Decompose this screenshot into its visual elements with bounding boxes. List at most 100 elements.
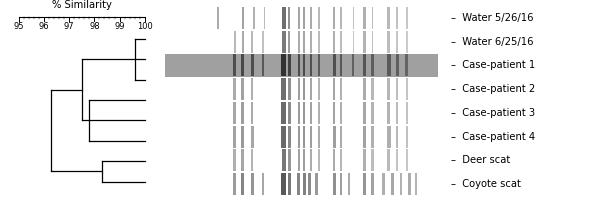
Bar xyxy=(333,7,335,29)
Bar xyxy=(217,7,219,29)
Bar xyxy=(303,78,305,100)
Bar xyxy=(310,126,312,147)
Bar xyxy=(400,173,403,195)
Bar xyxy=(363,55,366,76)
Bar xyxy=(316,173,317,195)
Bar xyxy=(319,102,320,124)
Text: –  Case-patient 1: – Case-patient 1 xyxy=(451,60,535,70)
Bar xyxy=(353,7,354,29)
Bar xyxy=(251,31,253,53)
Bar xyxy=(387,78,391,100)
Bar xyxy=(406,7,407,29)
Bar xyxy=(288,149,290,171)
Bar xyxy=(281,55,286,76)
Bar xyxy=(303,173,305,195)
Text: 98: 98 xyxy=(89,22,100,32)
Bar xyxy=(348,173,350,195)
Bar xyxy=(241,102,244,124)
Bar xyxy=(406,149,407,171)
Bar xyxy=(251,173,254,195)
Bar xyxy=(408,173,411,195)
Bar xyxy=(233,126,236,147)
Bar xyxy=(363,126,366,147)
Bar xyxy=(387,7,391,29)
Bar xyxy=(298,7,300,29)
Bar xyxy=(288,55,291,76)
Bar xyxy=(333,31,335,53)
Bar xyxy=(242,31,244,53)
Bar xyxy=(363,31,365,53)
Bar xyxy=(310,149,312,171)
Bar xyxy=(319,31,320,53)
Bar xyxy=(319,7,320,29)
Bar xyxy=(340,7,342,29)
Bar xyxy=(281,149,286,171)
Bar xyxy=(340,31,342,53)
Text: –  Deer scat: – Deer scat xyxy=(451,155,510,165)
Bar xyxy=(371,102,374,124)
Bar xyxy=(288,31,290,53)
Bar xyxy=(298,173,300,195)
Text: 95: 95 xyxy=(13,22,24,32)
Bar xyxy=(333,102,335,124)
Bar xyxy=(371,173,374,195)
Text: –  Case-patient 2: – Case-patient 2 xyxy=(451,84,535,94)
Bar xyxy=(363,149,365,171)
Text: % Similarity: % Similarity xyxy=(52,0,112,10)
Text: 97: 97 xyxy=(64,22,74,32)
Bar xyxy=(281,78,286,100)
Bar xyxy=(251,55,254,76)
Bar xyxy=(303,7,305,29)
Bar xyxy=(287,173,291,195)
Bar xyxy=(298,149,300,171)
Bar xyxy=(233,78,236,100)
Bar xyxy=(396,78,398,100)
Bar xyxy=(387,102,391,124)
Bar xyxy=(241,78,244,100)
Bar xyxy=(288,102,290,124)
Bar xyxy=(371,55,374,76)
Bar xyxy=(387,149,391,171)
Bar xyxy=(298,126,300,147)
Bar xyxy=(371,78,374,100)
Text: –  Coyote scat: – Coyote scat xyxy=(451,179,521,189)
Bar xyxy=(396,149,398,171)
Bar xyxy=(406,31,407,53)
Bar xyxy=(396,7,398,29)
Bar xyxy=(251,102,253,124)
Bar xyxy=(406,78,407,100)
Bar xyxy=(406,126,407,147)
Bar xyxy=(288,78,290,100)
Bar xyxy=(310,55,312,76)
Bar xyxy=(319,78,320,100)
Bar xyxy=(303,149,305,171)
Bar xyxy=(353,31,354,53)
Text: –  Case-patient 3: – Case-patient 3 xyxy=(451,108,535,118)
Bar xyxy=(333,78,335,100)
Bar xyxy=(333,126,335,147)
Bar xyxy=(251,126,254,147)
Bar xyxy=(281,173,286,195)
Bar xyxy=(281,102,286,124)
Text: 99: 99 xyxy=(115,22,125,32)
Bar xyxy=(340,149,342,171)
Bar xyxy=(363,102,365,124)
Bar xyxy=(371,126,374,147)
Bar xyxy=(242,7,244,29)
Bar xyxy=(363,78,365,100)
Bar xyxy=(371,7,373,29)
Bar xyxy=(308,173,311,195)
Bar xyxy=(288,7,290,29)
Bar xyxy=(340,78,342,100)
Bar xyxy=(310,7,312,29)
Text: –  Water 5/26/16: – Water 5/26/16 xyxy=(451,13,533,23)
Bar xyxy=(303,126,305,147)
Bar xyxy=(241,173,244,195)
Bar xyxy=(233,31,236,53)
Bar xyxy=(371,149,374,171)
Bar xyxy=(241,55,244,76)
Bar xyxy=(251,78,253,100)
Bar xyxy=(391,173,394,195)
Bar xyxy=(333,173,336,195)
Bar xyxy=(362,173,366,195)
